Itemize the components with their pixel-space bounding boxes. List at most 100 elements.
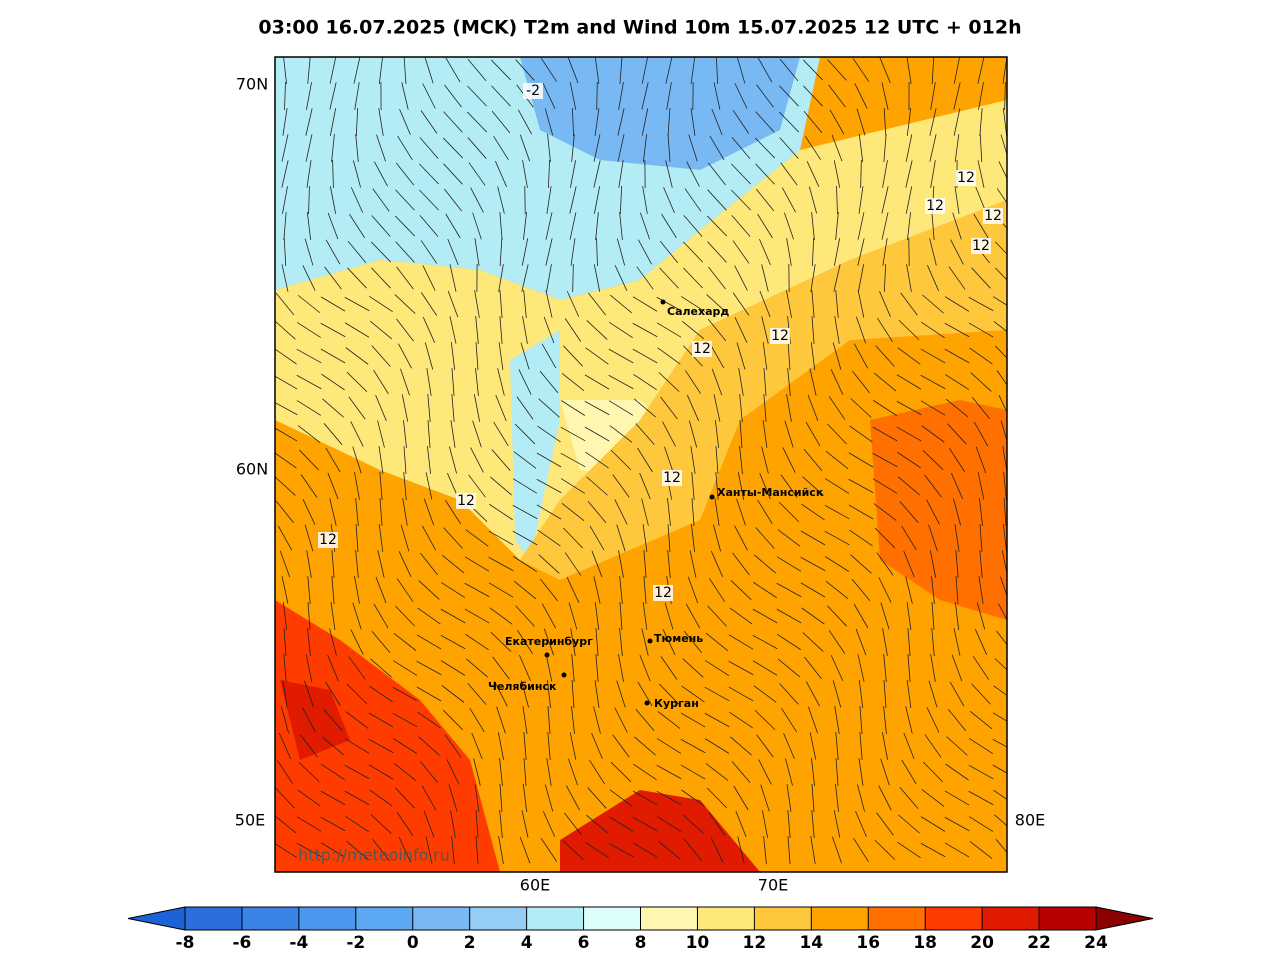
wind-barb — [470, 187, 484, 213]
wind-barb — [708, 162, 726, 186]
contour-label-bg — [925, 198, 945, 214]
wind-barb — [824, 504, 850, 520]
wind-barb — [284, 81, 286, 111]
colorbar-tick-label: -2 — [346, 933, 365, 953]
wind-barb — [807, 706, 819, 734]
wind-barb — [968, 322, 994, 338]
wind-barb — [283, 628, 287, 656]
wind-barb — [400, 524, 410, 552]
wind-barb — [906, 680, 912, 708]
wind-barb — [594, 680, 600, 708]
wind-barb — [737, 472, 745, 500]
wind-barb — [931, 576, 935, 604]
wind-barb — [519, 836, 531, 864]
wind-barb — [466, 658, 488, 678]
wind-barb — [347, 267, 367, 289]
wind-barb — [733, 785, 749, 811]
wind-barb — [347, 240, 367, 264]
wind-barb — [560, 452, 586, 468]
wind-barb — [968, 764, 994, 780]
wind-barb — [642, 186, 648, 214]
wind-barb — [802, 476, 824, 496]
colorbar-cell — [982, 907, 1040, 930]
wind-barb — [873, 372, 897, 392]
wind-barb — [523, 732, 527, 760]
wind-barb — [282, 602, 288, 630]
wind-barb — [447, 238, 459, 266]
wind-barb — [416, 660, 442, 676]
wind-barb — [878, 577, 892, 603]
wind-barb — [641, 57, 649, 84]
wind-barb — [394, 215, 416, 237]
wind-barb — [835, 290, 839, 318]
wind-barb — [614, 499, 628, 525]
wind-barb — [830, 369, 844, 395]
wind-barb — [517, 109, 533, 135]
wind-barb — [475, 368, 479, 396]
wind-barb — [802, 59, 824, 81]
wind-barb — [422, 265, 436, 291]
wind-barb — [752, 608, 778, 624]
wind-barb — [298, 449, 320, 471]
wind-barb — [584, 400, 610, 416]
wind-barb — [931, 212, 935, 240]
contour-label: 12 — [457, 493, 475, 509]
wind-barb — [689, 550, 697, 578]
wind-barb — [922, 761, 944, 783]
wind-barb — [491, 85, 511, 107]
wind-barb — [548, 159, 550, 189]
wind-barb — [707, 241, 727, 263]
wind-barb — [568, 602, 578, 630]
wind-barb — [880, 758, 890, 786]
wind-barb — [352, 446, 362, 474]
wind-barb — [731, 215, 751, 237]
colorbar-cell — [355, 907, 413, 930]
wind-barb — [395, 605, 415, 627]
wind-barb — [801, 503, 825, 521]
wind-barb — [572, 263, 574, 293]
wind-barb — [811, 784, 815, 812]
wind-barb — [371, 345, 391, 367]
wind-barb — [691, 472, 695, 500]
wind-barb — [784, 212, 794, 240]
wind-barb — [874, 839, 896, 861]
wind-barb — [538, 554, 560, 574]
wind-barb — [545, 238, 553, 266]
wind-barb — [609, 425, 633, 443]
wind-barb — [704, 686, 730, 702]
wind-barb — [539, 370, 559, 394]
wind-barb — [905, 160, 913, 188]
wind-barb — [656, 790, 682, 806]
wind-barb — [297, 789, 321, 807]
wind-barb — [373, 603, 389, 629]
wind-barb — [536, 504, 562, 520]
wind-barb — [810, 264, 816, 292]
wind-barb — [763, 368, 767, 396]
wind-barb — [945, 374, 969, 390]
wind-barb — [920, 816, 946, 832]
wind-barb — [924, 474, 942, 498]
wind-barb — [953, 57, 960, 84]
wind-barb — [1003, 524, 1007, 552]
wind-barb — [378, 446, 384, 474]
wind-barb — [443, 163, 463, 185]
wind-barb — [275, 815, 297, 834]
wind-barb — [656, 322, 682, 338]
cold-core — [520, 57, 800, 170]
wind-barb — [849, 529, 873, 547]
wind-barb — [281, 576, 289, 604]
wind-barb — [499, 316, 503, 344]
wind-barb — [947, 708, 967, 732]
wind-barb — [446, 759, 460, 785]
wind-barb — [811, 290, 815, 318]
wind-barb — [296, 400, 322, 416]
wind-barb — [739, 394, 743, 422]
wind-barb — [735, 810, 747, 838]
wind-barb — [349, 214, 365, 238]
wind-barb — [297, 425, 321, 443]
wind-barb — [323, 709, 343, 731]
wind-barb — [420, 292, 438, 316]
wind-barb — [561, 372, 585, 392]
wind-barb — [931, 602, 935, 630]
wind-barb — [879, 290, 891, 318]
